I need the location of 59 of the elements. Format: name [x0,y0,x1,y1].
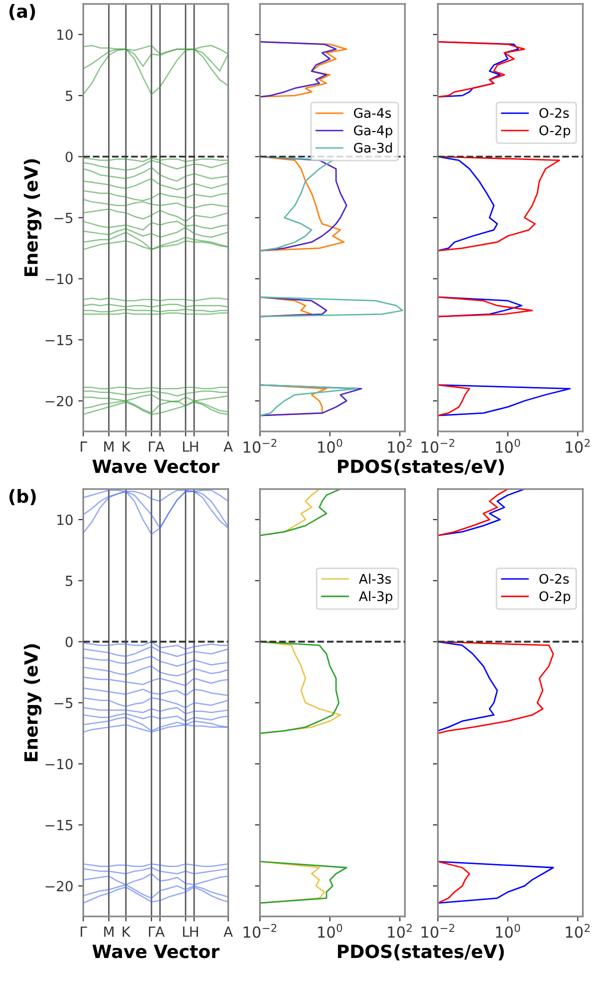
x-axis-title: PDOS(states/eV) [338,459,504,476]
legend-label: O-2p [539,591,570,604]
x-tick-label: K [122,926,131,937]
y-tick-label: −5 [54,698,72,708]
x-tick-label: 10$^{−2}$ [244,438,276,453]
x-tick-label: A [224,442,233,452]
chart-title: (b) [9,489,36,506]
legend-label: O-2p [539,125,570,138]
x-tick-label: 10$^{2}$ [566,924,590,938]
x-tick-label: A [155,442,165,452]
legend-label: Ga-4s [354,108,391,118]
x-tick-label: A [224,926,233,937]
x-tick-label: H [190,926,198,937]
y-tick-label: 0 [66,636,73,648]
legend-label: Al-3p [358,590,392,604]
y-axis-title: Energy (eV) [24,159,42,276]
y-tick-label: 5 [66,90,72,102]
x-axis-title: Wave Vector [92,944,220,958]
y-tick-label: −15 [46,334,72,346]
x-tick-label: Γ [148,442,156,452]
x-tick-label: H [190,442,198,452]
legend-label: O-2s [539,108,569,118]
y-tick-label: −5 [54,212,72,224]
x-tick-label: 10$^{0}$ [318,438,342,453]
x-tick-label: 10$^{2}$ [388,438,412,453]
y-tick-label: −10 [46,758,73,770]
x-tick-label: L [183,926,190,937]
x-tick-label: Γ [148,926,156,937]
x-tick-label: 10$^{0}$ [496,924,520,938]
legend-label: O-2s [539,574,569,584]
x-tick-label: 10$^{0}$ [318,924,342,938]
y-tick-label: −15 [46,820,72,830]
y-tick-label: 10 [57,514,73,526]
x-tick-label: 10$^{0}$ [496,438,520,453]
y-tick-label: 0 [66,152,73,162]
legend-label: Ga-3d [354,142,392,153]
chart-title: (a) [9,4,36,20]
x-tick-label: L [183,442,190,452]
x-tick-label: 10$^{2}$ [566,438,590,453]
x-tick-label: K [122,442,131,452]
x-axis-title: Wave Vector [92,460,220,474]
x-tick-label: M [104,926,114,937]
x-tick-label: 10$^{−2}$ [244,924,276,938]
x-tick-label: 10$^{−2}$ [422,924,454,938]
y-tick-label: 10 [57,29,73,40]
x-tick-label: 10$^{2}$ [388,924,412,938]
x-tick-label: Γ [80,926,88,937]
x-tick-label: M [104,442,114,452]
x-axis-title: PDOS(states/eV) [338,944,504,960]
x-tick-label: A [155,926,165,937]
legend-label: Al-3s [358,574,391,584]
y-tick-label: −20 [46,396,73,406]
y-tick-label: −20 [46,880,73,892]
y-tick-label: −10 [46,274,73,284]
x-tick-label: Γ [80,442,88,452]
y-axis-title: Energy (eV) [24,644,42,762]
y-tick-label: 5 [66,576,72,586]
x-tick-label: 10$^{−2}$ [422,438,454,453]
legend-label: Ga-4p [354,125,392,138]
